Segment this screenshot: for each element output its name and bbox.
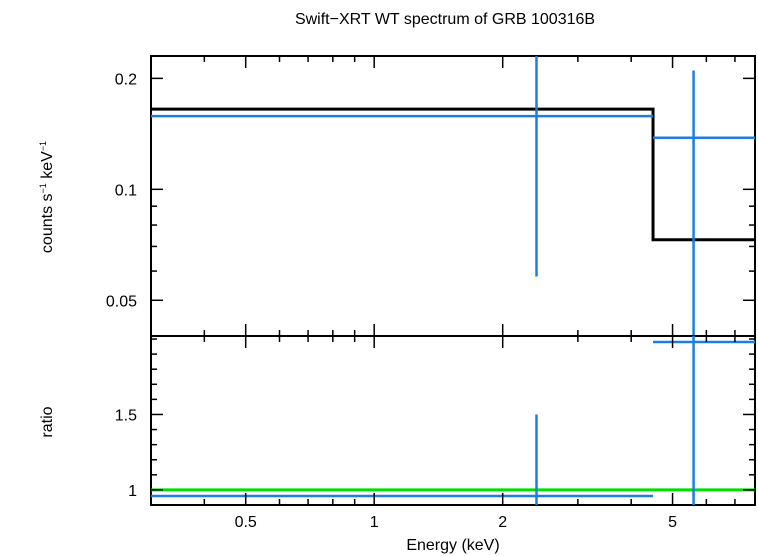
chart-title: Swift−XRT WT spectrum of GRB 100316B xyxy=(295,11,595,28)
spectrum-frame xyxy=(150,55,756,337)
ratio-data-group xyxy=(151,336,755,505)
ratio-y-tick-label: 1 xyxy=(128,483,137,500)
x-tick-label: 5 xyxy=(668,514,677,531)
ratio-panel: 11.5 xyxy=(115,335,756,506)
ratio-y-axis-label: ratio xyxy=(39,406,56,437)
spectrum-y-axis-label: counts s−1 keV−1 xyxy=(38,141,56,253)
ratio-frame xyxy=(150,335,756,506)
model-step-line xyxy=(151,107,755,242)
spectrum-y-tick-label: 0.2 xyxy=(115,71,137,88)
spectrum-data-group xyxy=(151,56,755,336)
ratio-y-tick-label: 1.5 xyxy=(115,407,137,424)
spectrum-y-tick-label: 0.05 xyxy=(106,293,137,310)
spectrum-data-point xyxy=(151,56,654,277)
x-axis-label: Energy (keV) xyxy=(406,537,499,554)
x-tick-label: 2 xyxy=(498,514,507,531)
spectrum-data-point xyxy=(653,70,755,336)
ylabel-sup1: −1 xyxy=(38,183,48,193)
spectrum-y-tick-label: 0.1 xyxy=(115,182,137,199)
ylabel-mid: keV xyxy=(39,151,56,183)
ylabel-main: counts s xyxy=(39,193,56,253)
ratio-data-point xyxy=(151,414,654,505)
x-tick-label: 1 xyxy=(370,514,379,531)
ratio-data-point xyxy=(653,336,755,505)
spectrum-panel: 0.05 0.1 0.2 xyxy=(106,55,756,337)
x-tick-label: 0.5 xyxy=(235,514,257,531)
ylabel-sup2: −1 xyxy=(38,141,48,151)
